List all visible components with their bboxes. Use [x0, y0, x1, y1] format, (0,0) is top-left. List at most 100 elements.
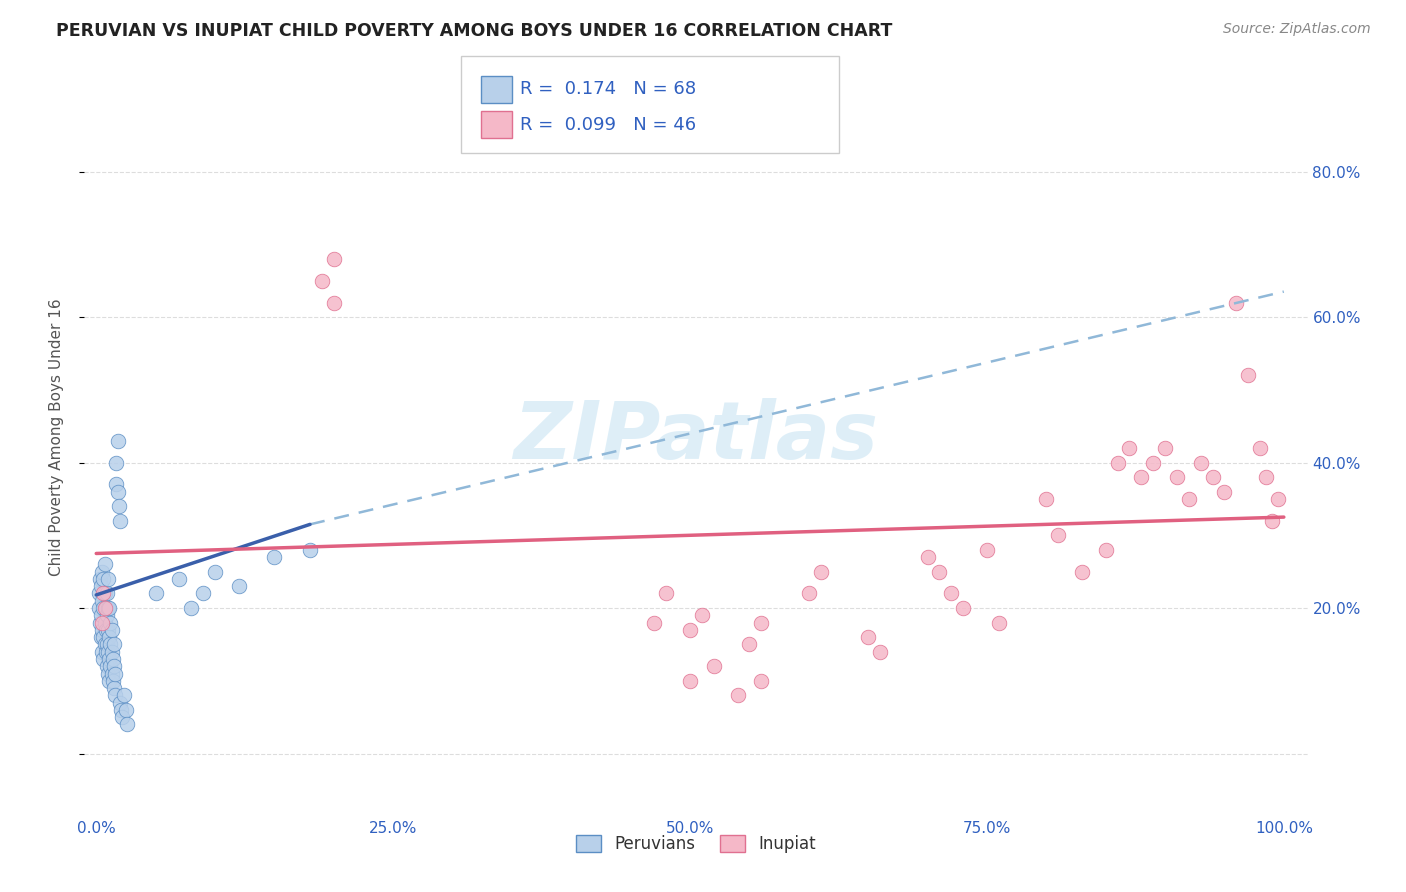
Point — [987, 615, 1010, 630]
Point — [94, 623, 117, 637]
Point — [180, 601, 202, 615]
Point — [89, 572, 111, 586]
Point — [93, 601, 115, 615]
Point — [810, 565, 832, 579]
Y-axis label: Child Poverty Among Boys Under 16: Child Poverty Among Boys Under 16 — [49, 298, 63, 576]
Point — [100, 659, 122, 673]
Point — [928, 565, 950, 579]
Point — [98, 601, 121, 615]
Point — [1267, 491, 1289, 506]
Point — [204, 565, 226, 579]
Point — [93, 586, 115, 600]
Point — [93, 572, 115, 586]
Point — [91, 623, 114, 637]
Point — [1047, 528, 1070, 542]
Point — [91, 615, 114, 630]
Text: Source: ZipAtlas.com: Source: ZipAtlas.com — [1223, 22, 1371, 37]
Point — [655, 586, 678, 600]
Point — [941, 586, 963, 600]
Point — [93, 652, 115, 666]
Point — [87, 586, 110, 600]
Point — [93, 630, 115, 644]
Point — [100, 623, 122, 637]
Point — [690, 608, 713, 623]
Point — [97, 645, 120, 659]
Point — [108, 696, 131, 710]
Point — [93, 615, 115, 630]
Point — [738, 637, 761, 651]
Point — [100, 615, 122, 630]
Point — [679, 673, 702, 688]
Point — [96, 659, 118, 673]
Text: R =  0.099   N = 46: R = 0.099 N = 46 — [520, 116, 696, 134]
Point — [1213, 484, 1236, 499]
Point — [87, 601, 110, 615]
Point — [104, 666, 127, 681]
Point — [1201, 470, 1223, 484]
Point — [101, 673, 124, 688]
Point — [111, 710, 134, 724]
Point — [91, 565, 114, 579]
Point — [1142, 456, 1164, 470]
Point — [228, 579, 250, 593]
Point — [1166, 470, 1188, 484]
Point — [115, 703, 138, 717]
Point — [1130, 470, 1153, 484]
Point — [797, 586, 820, 600]
Point — [100, 637, 122, 651]
Point — [97, 623, 120, 637]
Point — [91, 645, 114, 659]
Point — [97, 601, 120, 615]
Point — [103, 659, 125, 673]
Point — [96, 586, 118, 600]
Point — [93, 637, 115, 651]
Point — [1118, 441, 1140, 455]
Point — [107, 499, 129, 513]
Point — [1107, 456, 1129, 470]
Point — [1035, 491, 1057, 506]
Point — [105, 456, 128, 470]
Point — [104, 689, 127, 703]
Point — [96, 637, 118, 651]
Point — [1254, 470, 1277, 484]
Point — [110, 703, 132, 717]
Point — [97, 666, 120, 681]
Point — [97, 572, 120, 586]
Point — [749, 615, 772, 630]
Text: PERUVIAN VS INUPIAT CHILD POVERTY AMONG BOYS UNDER 16 CORRELATION CHART: PERUVIAN VS INUPIAT CHILD POVERTY AMONG … — [56, 22, 893, 40]
Point — [263, 550, 285, 565]
Point — [169, 572, 191, 586]
Point — [91, 593, 114, 607]
Point — [103, 637, 125, 651]
Point — [108, 514, 131, 528]
Point — [89, 615, 111, 630]
Point — [322, 252, 344, 266]
Point — [90, 630, 112, 644]
Point — [917, 550, 939, 565]
Point — [952, 601, 974, 615]
Point — [1237, 368, 1260, 383]
Point — [93, 558, 115, 572]
Point — [1178, 491, 1201, 506]
Text: ZIPatlas: ZIPatlas — [513, 398, 879, 476]
Point — [93, 586, 115, 600]
Point — [94, 645, 117, 659]
Point — [869, 645, 891, 659]
Point — [96, 608, 118, 623]
Point — [103, 681, 125, 695]
Point — [298, 542, 321, 557]
Point — [976, 542, 998, 557]
Point — [1225, 295, 1247, 310]
Point — [94, 601, 117, 615]
Point — [1249, 441, 1271, 455]
Point — [643, 615, 665, 630]
Point — [311, 274, 333, 288]
Point — [1154, 441, 1177, 455]
Point — [856, 630, 879, 644]
Point — [727, 689, 749, 703]
Text: R =  0.174   N = 68: R = 0.174 N = 68 — [520, 80, 696, 98]
Point — [1189, 456, 1212, 470]
Point — [115, 717, 138, 731]
Point — [101, 652, 124, 666]
Point — [100, 666, 122, 681]
